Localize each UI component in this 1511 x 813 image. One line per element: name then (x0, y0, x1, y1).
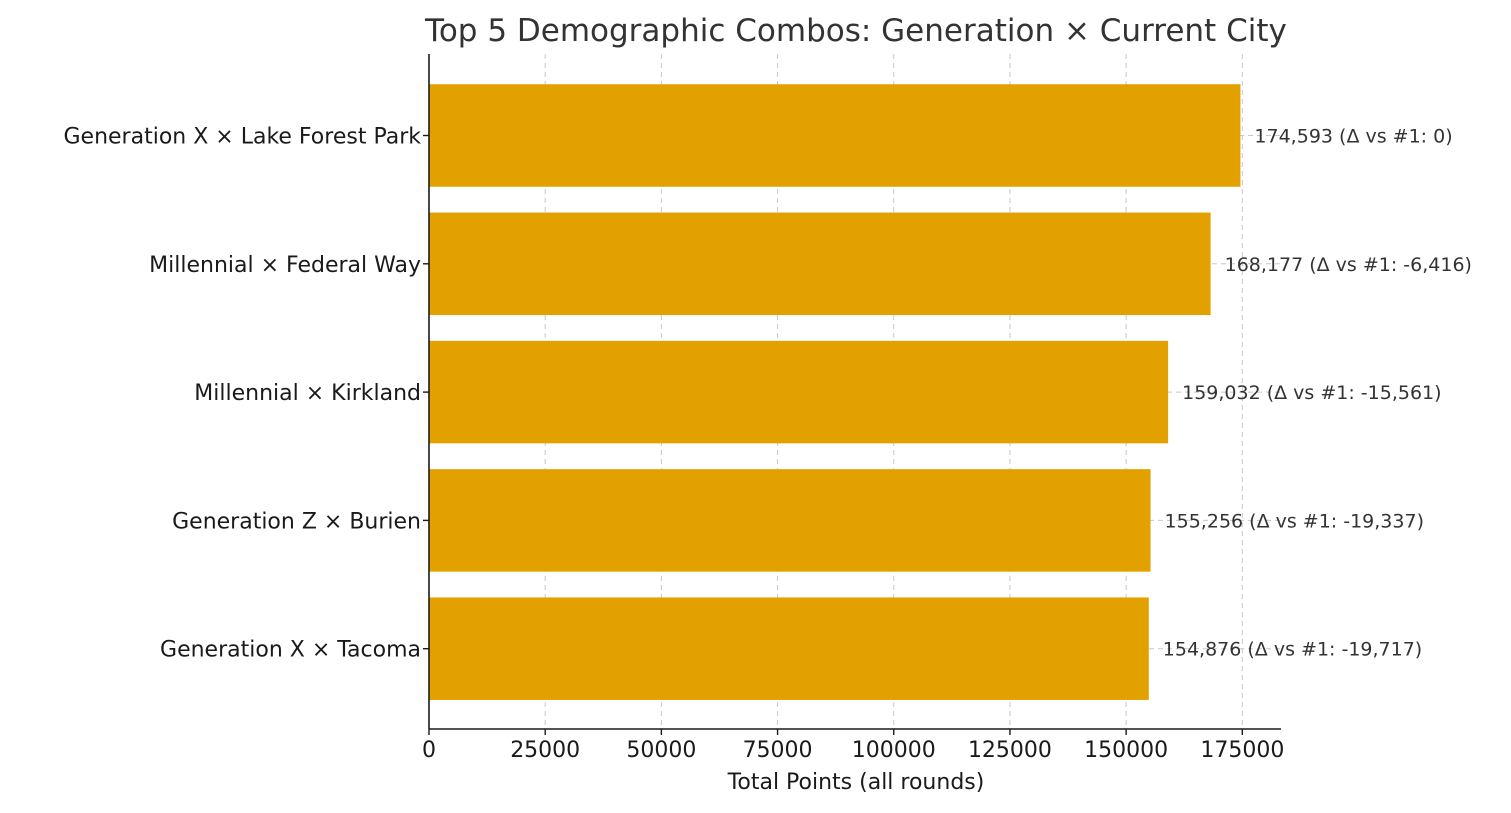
bar-value-label-0: 174,593 (Δ vs #1: 0) (1254, 126, 1452, 148)
y-tick-label-3: Generation Z × Burien (172, 509, 421, 534)
bar-value-label-4: 154,876 (Δ vs #1: -19,717) (1163, 639, 1422, 661)
chart-title: Top 5 Demographic Combos: Generation × C… (424, 13, 1287, 49)
bar-value-label-2: 159,032 (Δ vs #1: -15,561) (1182, 382, 1441, 404)
y-tick-label-2: Millennial × Kirkland (194, 381, 421, 406)
bar-2 (429, 340, 1169, 444)
bar-0 (429, 84, 1241, 187)
bar-value-label-3: 155,256 (Δ vs #1: -19,337) (1165, 510, 1424, 532)
y-tick-label-4: Generation X × Tacoma (160, 638, 421, 663)
bar-1 (429, 212, 1211, 316)
x-tick-label-3: 75000 (743, 738, 813, 763)
x-tick-labels: 0 25000 50000 75000 100000 125000 150000 175000 (422, 729, 1284, 763)
bar-3 (429, 469, 1151, 572)
x-tick-label-7: 175000 (1200, 738, 1284, 763)
x-tick-label-4: 100000 (852, 738, 936, 763)
y-tick-labels: Generation X × Lake Forest Park Millennia… (64, 125, 429, 663)
y-tick-label-1: Millennial × Federal Way (149, 253, 421, 278)
x-tick-label-0: 0 (422, 738, 436, 763)
x-tick-label-2: 50000 (626, 738, 696, 763)
x-tick-label-5: 125000 (968, 738, 1052, 763)
x-tick-label-1: 25000 (510, 738, 580, 763)
bar-4 (429, 597, 1149, 700)
x-tick-label-6: 150000 (1084, 738, 1168, 763)
x-axis-label: Total Points (all rounds) (727, 770, 985, 795)
bar-value-label-1: 168,177 (Δ vs #1: -6,416) (1225, 254, 1472, 276)
bars (429, 84, 1241, 700)
y-tick-label-0: Generation X × Lake Forest Park (64, 125, 422, 150)
bar-labels: 174,593 (Δ vs #1: 0) 168,177 (Δ vs #1: -6… (1163, 126, 1472, 661)
